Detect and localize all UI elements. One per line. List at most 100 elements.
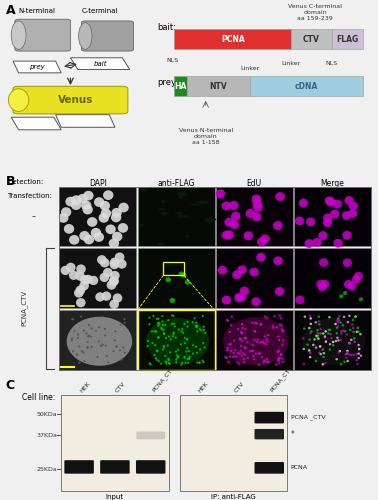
Text: prey: prey (29, 64, 45, 70)
Ellipse shape (110, 271, 120, 280)
Ellipse shape (157, 318, 160, 320)
Ellipse shape (350, 338, 353, 341)
Ellipse shape (186, 358, 189, 360)
Ellipse shape (91, 346, 93, 348)
Ellipse shape (257, 338, 259, 341)
FancyBboxPatch shape (254, 412, 284, 424)
Ellipse shape (195, 322, 197, 324)
Text: Venus C-terminal
domain
aa 159-239: Venus C-terminal domain aa 159-239 (288, 4, 342, 21)
Ellipse shape (259, 352, 261, 354)
Ellipse shape (329, 343, 331, 345)
Ellipse shape (349, 328, 352, 331)
Ellipse shape (229, 356, 232, 358)
Ellipse shape (202, 361, 204, 364)
Ellipse shape (118, 223, 128, 233)
Ellipse shape (342, 211, 351, 220)
Ellipse shape (316, 336, 319, 339)
Ellipse shape (73, 330, 76, 332)
Ellipse shape (243, 231, 253, 240)
Ellipse shape (302, 348, 305, 350)
Ellipse shape (315, 346, 318, 349)
Ellipse shape (240, 331, 242, 334)
Ellipse shape (347, 321, 349, 323)
Ellipse shape (171, 314, 173, 316)
Ellipse shape (113, 294, 122, 302)
Ellipse shape (119, 349, 121, 351)
Ellipse shape (339, 294, 344, 298)
Ellipse shape (87, 336, 89, 338)
Ellipse shape (340, 363, 342, 366)
Ellipse shape (222, 202, 231, 210)
Ellipse shape (180, 330, 183, 332)
FancyBboxPatch shape (59, 310, 136, 370)
Ellipse shape (345, 334, 348, 336)
Ellipse shape (184, 362, 187, 364)
Ellipse shape (202, 315, 204, 317)
Ellipse shape (348, 342, 351, 345)
Text: cDNA: cDNA (295, 82, 318, 91)
Ellipse shape (322, 352, 325, 354)
Ellipse shape (167, 344, 169, 346)
Ellipse shape (185, 280, 191, 284)
Ellipse shape (161, 315, 163, 317)
Ellipse shape (254, 322, 257, 324)
Text: Venus: Venus (58, 95, 94, 105)
Ellipse shape (107, 362, 109, 364)
Ellipse shape (222, 296, 231, 304)
Ellipse shape (177, 192, 187, 196)
Ellipse shape (330, 337, 333, 340)
Ellipse shape (174, 325, 176, 328)
Ellipse shape (319, 332, 322, 334)
Ellipse shape (339, 322, 342, 324)
Ellipse shape (224, 230, 234, 239)
Ellipse shape (308, 314, 311, 317)
Ellipse shape (72, 350, 74, 352)
FancyBboxPatch shape (174, 30, 291, 50)
Ellipse shape (251, 350, 254, 352)
Ellipse shape (244, 347, 246, 350)
Ellipse shape (319, 346, 321, 348)
Ellipse shape (163, 333, 165, 336)
Ellipse shape (308, 338, 311, 341)
Ellipse shape (358, 348, 361, 350)
Ellipse shape (188, 357, 191, 360)
Ellipse shape (165, 337, 167, 339)
Ellipse shape (328, 328, 331, 331)
Ellipse shape (228, 344, 231, 346)
Ellipse shape (323, 218, 332, 228)
Ellipse shape (352, 275, 361, 284)
Ellipse shape (281, 344, 284, 346)
Ellipse shape (79, 281, 89, 290)
Ellipse shape (96, 356, 99, 358)
Ellipse shape (354, 316, 357, 318)
Ellipse shape (323, 214, 332, 222)
Ellipse shape (149, 364, 152, 366)
Ellipse shape (263, 342, 266, 344)
Ellipse shape (112, 232, 122, 241)
Text: PCNA _CTV: PCNA _CTV (291, 415, 325, 420)
Ellipse shape (322, 348, 324, 350)
Ellipse shape (356, 362, 359, 365)
Ellipse shape (299, 198, 308, 207)
Ellipse shape (336, 336, 339, 339)
Ellipse shape (234, 293, 244, 302)
FancyBboxPatch shape (250, 76, 363, 96)
Ellipse shape (158, 322, 161, 325)
Ellipse shape (343, 291, 347, 295)
Ellipse shape (238, 352, 241, 355)
Ellipse shape (308, 350, 311, 352)
Ellipse shape (140, 188, 148, 192)
Ellipse shape (356, 326, 359, 329)
Ellipse shape (157, 336, 159, 338)
Ellipse shape (161, 212, 168, 216)
Ellipse shape (81, 200, 91, 210)
Ellipse shape (252, 212, 262, 222)
Ellipse shape (171, 323, 173, 326)
Ellipse shape (71, 318, 73, 320)
Ellipse shape (186, 347, 188, 350)
Ellipse shape (65, 196, 76, 206)
Ellipse shape (334, 323, 337, 325)
Ellipse shape (121, 358, 123, 360)
Ellipse shape (175, 336, 177, 338)
Ellipse shape (306, 218, 315, 226)
